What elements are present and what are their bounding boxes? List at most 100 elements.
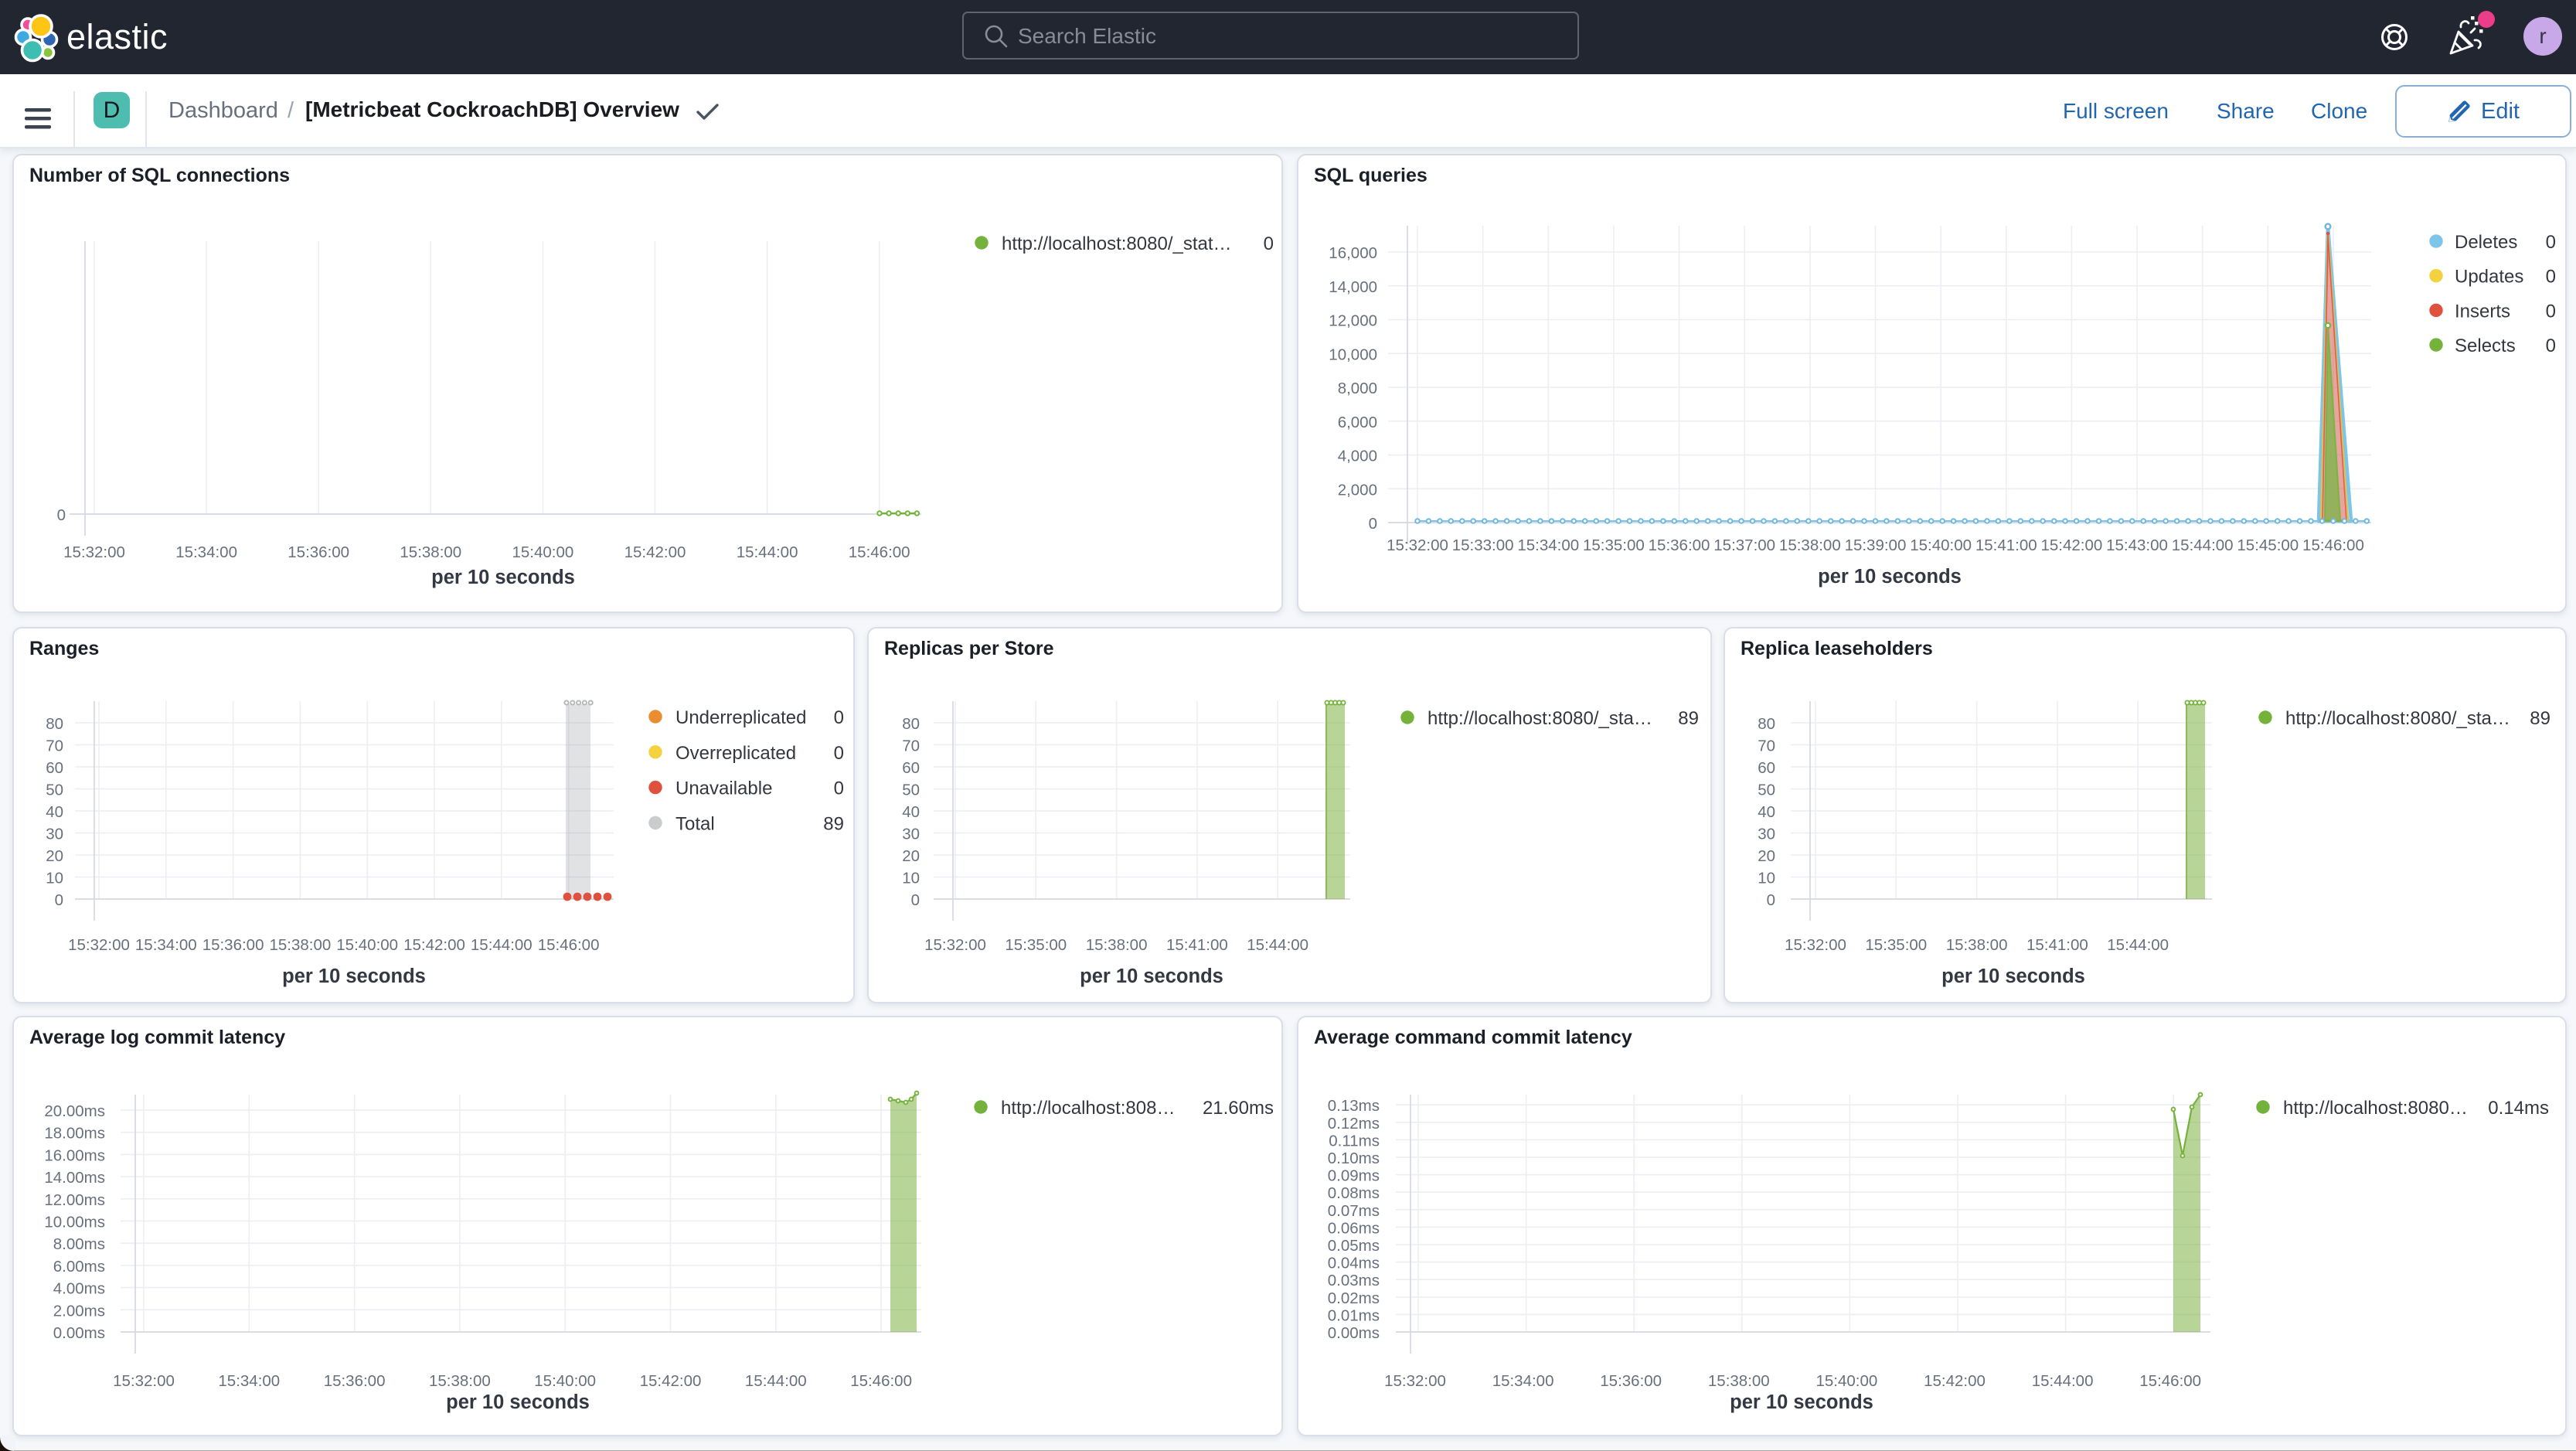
svg-text:15:32:00: 15:32:00 — [924, 936, 986, 954]
svg-text:6.00ms: 6.00ms — [53, 1258, 105, 1276]
svg-text:15:32:00: 15:32:00 — [1785, 936, 1846, 954]
svg-text:15:40:00: 15:40:00 — [336, 936, 398, 954]
svg-text:15:44:00: 15:44:00 — [2107, 936, 2169, 954]
svg-text:16,000: 16,000 — [1329, 244, 1377, 262]
svg-text:15:38:00: 15:38:00 — [1708, 1372, 1770, 1390]
svg-text:15:44:00: 15:44:00 — [471, 936, 533, 954]
svg-text:15:38:00: 15:38:00 — [269, 936, 331, 954]
svg-text:http://localhost:8080/_sta…: http://localhost:8080/_sta… — [2285, 708, 2510, 729]
svg-text:15:41:00: 15:41:00 — [1975, 536, 2037, 554]
svg-text:0.10ms: 0.10ms — [1328, 1150, 1380, 1167]
svg-text:0.12ms: 0.12ms — [1328, 1115, 1380, 1133]
svg-text:0.00ms: 0.00ms — [53, 1324, 105, 1342]
svg-text:0.08ms: 0.08ms — [1328, 1184, 1380, 1202]
svg-text:per 10 seconds: per 10 seconds — [1941, 966, 2085, 987]
svg-text:70: 70 — [46, 737, 63, 755]
svg-text:20: 20 — [46, 847, 63, 865]
svg-text:http://localhost:808…: http://localhost:808… — [1001, 1098, 1175, 1119]
svg-text:15:42:00: 15:42:00 — [1924, 1372, 1986, 1390]
svg-text:15:41:00: 15:41:00 — [1166, 936, 1228, 954]
svg-text:80: 80 — [1758, 715, 1775, 733]
svg-text:2.00ms: 2.00ms — [53, 1302, 105, 1320]
svg-text:0: 0 — [2546, 267, 2556, 288]
svg-text:14,000: 14,000 — [1329, 278, 1377, 296]
svg-text:30: 30 — [902, 826, 920, 843]
svg-text:Average command commit latency: Average command commit latency — [1314, 1027, 1632, 1048]
svg-text:20: 20 — [1758, 847, 1775, 865]
svg-text:15:38:00: 15:38:00 — [400, 543, 461, 561]
svg-text:15:46:00: 15:46:00 — [850, 1372, 912, 1390]
svg-text:15:34:00: 15:34:00 — [218, 1372, 280, 1390]
svg-text:http://localhost:8080…: http://localhost:8080… — [2283, 1098, 2468, 1119]
svg-text:15:40:00: 15:40:00 — [1910, 536, 1972, 554]
svg-text:0.00ms: 0.00ms — [1328, 1324, 1380, 1342]
svg-text:15:36:00: 15:36:00 — [1649, 536, 1710, 554]
svg-text:40: 40 — [46, 803, 63, 821]
svg-text:50: 50 — [1758, 782, 1775, 799]
svg-text:0: 0 — [834, 743, 844, 764]
svg-text:14.00ms: 14.00ms — [44, 1169, 105, 1187]
svg-text:http://localhost:8080/_sta…: http://localhost:8080/_sta… — [1428, 708, 1652, 729]
svg-text:0: 0 — [834, 778, 844, 799]
svg-text:15:37:00: 15:37:00 — [1713, 536, 1775, 554]
svg-text:70: 70 — [902, 737, 920, 755]
svg-text:18.00ms: 18.00ms — [44, 1125, 105, 1143]
svg-text:0.03ms: 0.03ms — [1328, 1272, 1380, 1289]
svg-text:Replicas per Store: Replicas per Store — [884, 638, 1054, 659]
svg-text:elastic: elastic — [66, 17, 168, 56]
svg-text:30: 30 — [1758, 826, 1775, 843]
svg-text:60: 60 — [1758, 759, 1775, 777]
svg-text:0.09ms: 0.09ms — [1328, 1167, 1380, 1185]
svg-text:0.02ms: 0.02ms — [1328, 1289, 1380, 1307]
svg-text:0: 0 — [55, 891, 63, 909]
svg-text:15:32:00: 15:32:00 — [113, 1372, 175, 1390]
svg-text:50: 50 — [46, 782, 63, 799]
svg-text:15:39:00: 15:39:00 — [1845, 536, 1907, 554]
svg-text:15:34:00: 15:34:00 — [1517, 536, 1579, 554]
svg-text:15:40:00: 15:40:00 — [1815, 1372, 1877, 1390]
svg-text:0.04ms: 0.04ms — [1328, 1255, 1380, 1272]
svg-text:40: 40 — [1758, 803, 1775, 821]
svg-text:15:44:00: 15:44:00 — [745, 1372, 807, 1390]
svg-text:15:32:00: 15:32:00 — [68, 936, 130, 954]
svg-text:15:38:00: 15:38:00 — [1779, 536, 1841, 554]
svg-text:15:35:00: 15:35:00 — [1583, 536, 1645, 554]
svg-text:0: 0 — [1264, 233, 1274, 254]
svg-text:20.00ms: 20.00ms — [44, 1102, 105, 1120]
svg-text:15:46:00: 15:46:00 — [2302, 536, 2364, 554]
svg-text:15:44:00: 15:44:00 — [737, 543, 798, 561]
svg-text:per 10 seconds: per 10 seconds — [1080, 966, 1223, 987]
svg-text:15:46:00: 15:46:00 — [2139, 1372, 2201, 1390]
svg-text:16.00ms: 16.00ms — [44, 1146, 105, 1164]
svg-text:per 10 seconds: per 10 seconds — [431, 567, 575, 588]
svg-text:15:40:00: 15:40:00 — [534, 1372, 596, 1390]
svg-text:15:32:00: 15:32:00 — [1384, 1372, 1446, 1390]
svg-text:10: 10 — [902, 870, 920, 887]
svg-text:20: 20 — [902, 847, 920, 865]
svg-text:Updates: Updates — [2455, 267, 2523, 288]
svg-text:15:32:00: 15:32:00 — [1387, 536, 1448, 554]
svg-text:12.00ms: 12.00ms — [44, 1191, 105, 1209]
svg-text:8.00ms: 8.00ms — [53, 1235, 105, 1253]
svg-text:Inserts: Inserts — [2455, 301, 2510, 322]
svg-text:15:45:00: 15:45:00 — [2237, 536, 2299, 554]
svg-text:15:43:00: 15:43:00 — [2106, 536, 2168, 554]
svg-text:0: 0 — [1369, 515, 1377, 533]
svg-text:0.11ms: 0.11ms — [1329, 1132, 1380, 1150]
svg-text:15:36:00: 15:36:00 — [1600, 1372, 1662, 1390]
svg-text:0: 0 — [2546, 232, 2556, 253]
svg-text:Ranges: Ranges — [29, 638, 99, 659]
svg-text:15:36:00: 15:36:00 — [288, 543, 349, 561]
svg-text:10: 10 — [46, 870, 63, 887]
svg-text:8,000: 8,000 — [1338, 380, 1377, 397]
svg-text:89: 89 — [1678, 708, 1699, 729]
svg-text:0.06ms: 0.06ms — [1328, 1219, 1380, 1237]
svg-text:Number of SQL connections: Number of SQL connections — [29, 165, 290, 186]
svg-text:15:35:00: 15:35:00 — [1005, 936, 1067, 954]
svg-text:15:38:00: 15:38:00 — [429, 1372, 491, 1390]
svg-text:Overreplicated: Overreplicated — [675, 743, 796, 764]
svg-text:15:42:00: 15:42:00 — [624, 543, 686, 561]
svg-text:70: 70 — [1758, 737, 1775, 755]
svg-text:4,000: 4,000 — [1338, 448, 1377, 465]
svg-text:Replica leaseholders: Replica leaseholders — [1741, 638, 1933, 659]
